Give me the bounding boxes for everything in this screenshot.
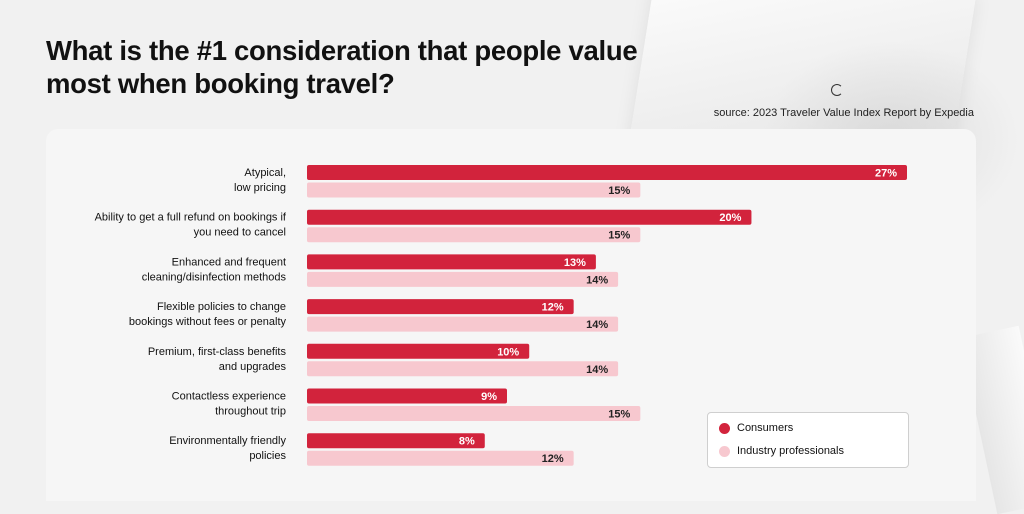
data-label-consumers: 12% (542, 302, 564, 314)
legend-item-industry: Industry professionals (719, 445, 844, 457)
data-label-consumers: 13% (564, 257, 586, 269)
category-label: Environmentally friendly policies (169, 435, 286, 462)
bar-consumers (307, 254, 596, 270)
data-label-industry: 14% (586, 319, 608, 331)
bar-industry (307, 361, 619, 377)
category-label: Contactless experience throughout trip (172, 391, 286, 418)
data-label-consumers: 8% (459, 436, 475, 448)
data-label-industry: 15% (608, 230, 630, 242)
category-label: Ability to get a full refund on bookings… (95, 212, 287, 239)
bar-consumers (307, 165, 907, 180)
bar-consumers (307, 433, 485, 449)
legend-swatch-industry (719, 445, 730, 457)
data-label-consumers: 9% (481, 391, 497, 403)
legend-item-consumers: Consumers (719, 422, 793, 434)
bar-consumers (307, 299, 574, 315)
bar-consumers (307, 388, 507, 404)
data-label-consumers: 20% (719, 212, 741, 224)
data-label-industry: 14% (586, 274, 608, 286)
bar-consumers (307, 343, 530, 359)
bar-chart: Atypical, low pricing 27% 15% Ability to get… (95, 165, 907, 466)
bar-consumers (307, 209, 752, 225)
category-label: Enhanced and frequent cleaning/disinfecti… (142, 256, 287, 283)
data-label-industry: 14% (586, 364, 608, 376)
category-label: Atypical, low pricing (234, 167, 286, 194)
bar-industry (307, 227, 641, 243)
source-note: source: 2023 Traveler Value Index Report… (713, 107, 974, 119)
data-label-industry: 15% (608, 185, 630, 197)
data-label-consumers: 10% (497, 346, 519, 358)
bar-industry (307, 271, 619, 287)
data-label-industry: 15% (608, 409, 630, 421)
bar-industry (307, 182, 641, 198)
loading-spinner-icon (831, 84, 843, 96)
chart-title: What is the #1 consideration that people… (46, 35, 638, 99)
bar-industry (307, 450, 574, 466)
legend-label-industry: Industry professionals (737, 445, 844, 457)
bar-industry (307, 316, 619, 332)
legend-label-consumers: Consumers (737, 422, 794, 434)
chart-card: Atypical, low pricing 27% 15% Ability to get… (46, 129, 976, 501)
legend: Consumers Industry professionals (707, 412, 909, 468)
category-label: Flexible policies to change bookings with… (129, 301, 287, 328)
data-label-consumers: 27% (875, 168, 897, 180)
data-label-industry: 12% (542, 453, 564, 465)
bar-industry (307, 406, 641, 421)
legend-swatch-consumers (719, 422, 730, 434)
category-label: Premium, first-class benefits and upgrade… (148, 346, 287, 373)
